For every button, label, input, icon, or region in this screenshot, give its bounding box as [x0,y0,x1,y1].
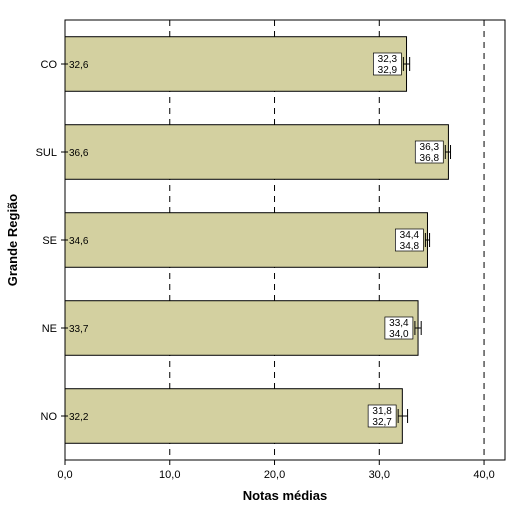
x-tick-label: 10,0 [159,469,180,481]
bar-value-label: 32,6 [69,60,89,71]
ci-hi-label: 34,0 [389,329,409,340]
ci-hi-label: 36,8 [420,153,440,164]
bar-value-label: 36,6 [69,148,89,159]
bar-chart: 0,0 10,0 20,0 30,0 40,0 NO 32,2 31,832,7 NE 33,7 3… [0,0,523,516]
x-tick-label: 20,0 [264,469,285,481]
bar-value-label: 33,7 [69,324,89,335]
bar [65,125,448,180]
bar [65,37,407,92]
y-tick-label: NE [42,323,57,335]
x-tick-label: 0,0 [57,469,72,481]
x-axis-title: Notas médias [243,488,328,503]
ci-lo-label: 31,8 [372,406,392,417]
ci-hi-label: 32,7 [372,417,392,428]
y-tick-label: NO [41,411,58,423]
bar-value-label: 34,6 [69,236,89,247]
ci-lo-label: 32,3 [378,54,398,65]
y-tick-label: SUL [36,147,57,159]
bar [65,389,402,444]
chart-container: 0,0 10,0 20,0 30,0 40,0 NO 32,2 31,832,7 NE 33,7 3… [0,0,523,516]
ci-hi-label: 32,9 [378,65,398,76]
y-tick-label: CO [41,59,58,71]
bar [65,213,427,268]
x-tick-label: 30,0 [369,469,390,481]
x-tick-label: 40,0 [473,469,494,481]
ci-lo-label: 34,4 [400,230,420,241]
ci-hi-label: 34,8 [400,241,420,252]
bar [65,301,418,356]
y-tick-label: SE [42,235,57,247]
ci-lo-label: 33,4 [389,318,409,329]
bar-value-label: 32,2 [69,412,89,423]
ci-lo-label: 36,3 [420,142,440,153]
y-axis-title: Grande Região [5,194,20,287]
